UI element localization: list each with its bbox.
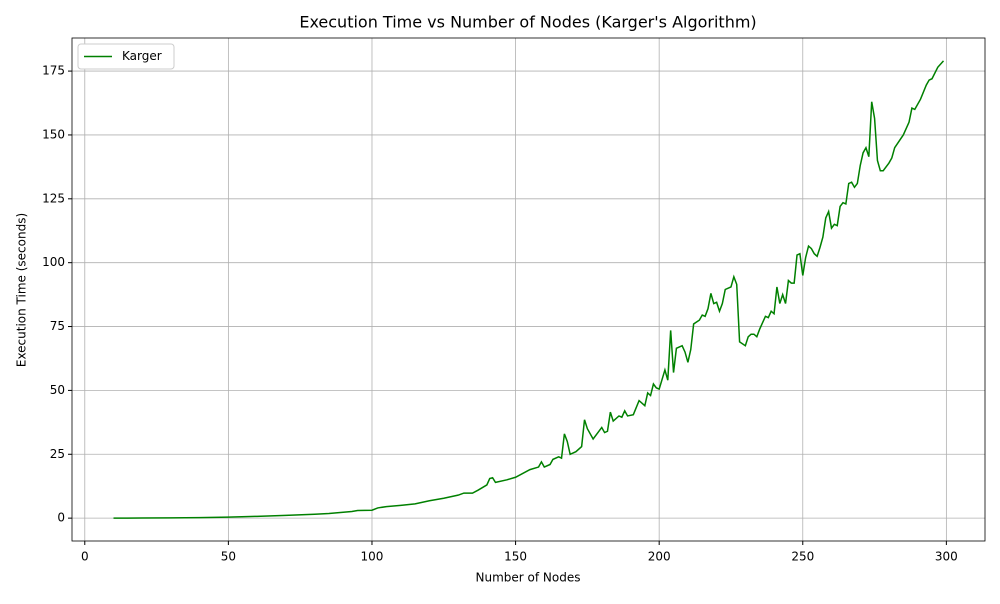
x-tick-label: 50 (221, 550, 236, 564)
x-tick-label: 300 (935, 550, 958, 564)
x-tick-label: 250 (791, 550, 814, 564)
y-tick-label: 25 (50, 447, 65, 461)
x-tick-label: 150 (504, 550, 527, 564)
x-axis-label: Number of Nodes (476, 571, 581, 585)
y-tick-label: 75 (50, 319, 65, 333)
x-tick-label: 100 (361, 550, 384, 564)
y-tick-label: 150 (42, 127, 65, 141)
x-tick-label: 200 (648, 550, 671, 564)
y-tick-label: 175 (42, 64, 65, 78)
x-tick-label: 0 (81, 550, 89, 564)
y-tick-label: 100 (42, 255, 65, 269)
y-tick-label: 0 (57, 511, 65, 525)
legend-label: Karger (122, 49, 162, 63)
y-tick-label: 125 (42, 191, 65, 205)
y-axis-label: Execution Time (seconds) (15, 213, 29, 367)
line-series (113, 60, 945, 519)
legend-box (77, 43, 175, 70)
plot-frame (71, 37, 986, 542)
chart-title: Execution Time vs Number of Nodes (Karge… (299, 13, 756, 32)
y-tick-label: 50 (50, 383, 65, 397)
